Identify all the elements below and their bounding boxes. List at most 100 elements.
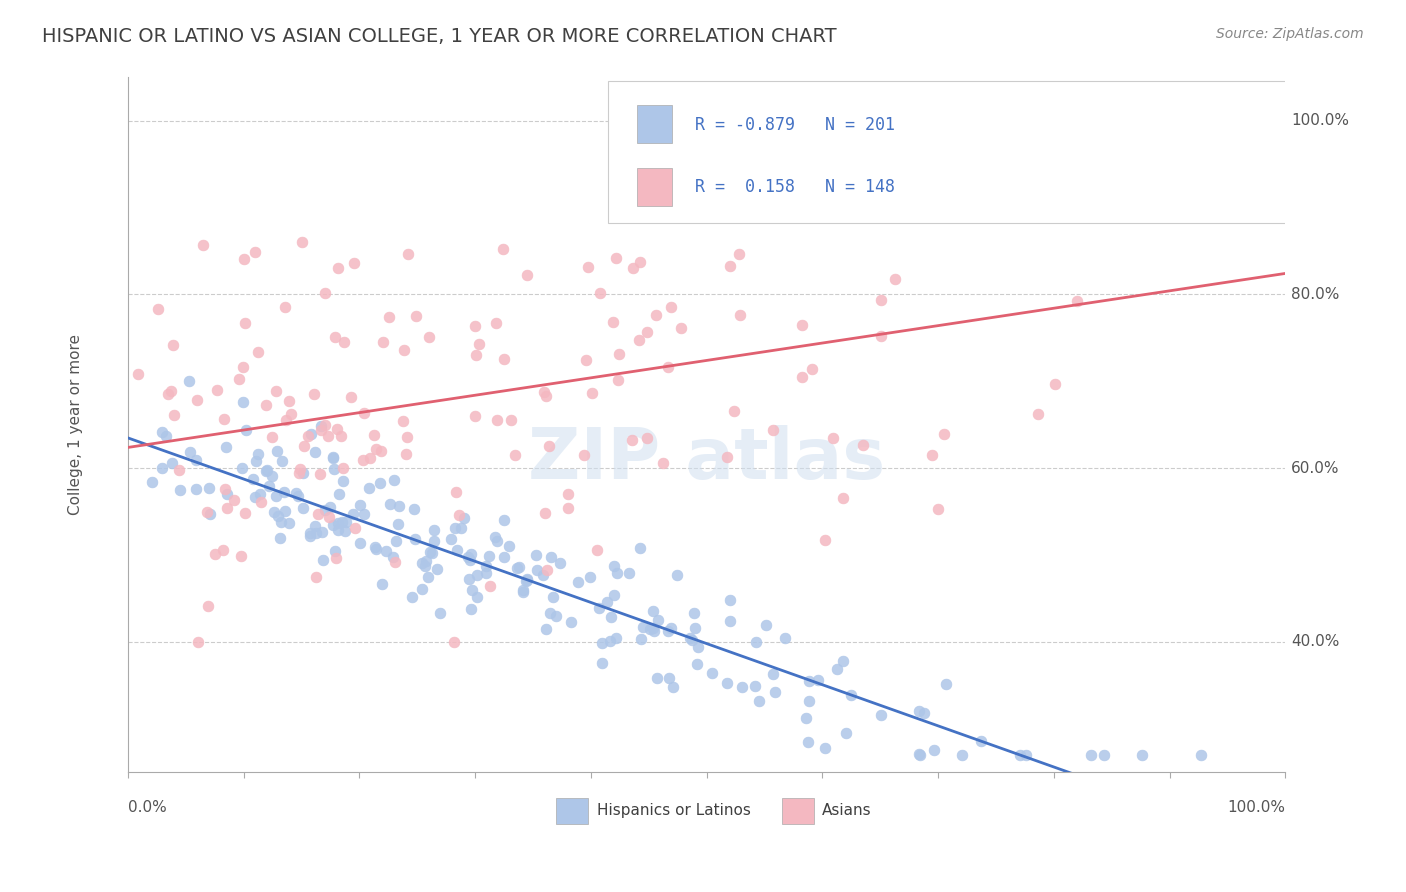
Point [908, 747, 931, 762]
Point [716, 450, 738, 464]
Point [796, 735, 818, 749]
Point [314, 418, 336, 433]
Point [278, 516, 301, 531]
Point [524, 548, 547, 562]
Point [267, 509, 290, 524]
Point [540, 549, 562, 564]
Point [266, 443, 288, 458]
Point [353, 406, 375, 420]
Point [465, 567, 488, 582]
Point [460, 547, 482, 561]
Point [602, 315, 624, 329]
Point [374, 544, 396, 558]
Point [316, 429, 339, 443]
Point [605, 631, 627, 645]
Point [323, 330, 346, 344]
Point [163, 408, 186, 422]
Point [464, 348, 486, 362]
Point [852, 438, 875, 452]
Point [884, 272, 907, 286]
Point [641, 604, 664, 618]
Point [685, 621, 707, 635]
Point [157, 386, 180, 401]
Point [273, 485, 295, 500]
Point [304, 518, 326, 533]
Point [1043, 376, 1066, 391]
Point [910, 747, 932, 762]
Point [378, 496, 401, 510]
Point [494, 513, 516, 527]
Point [205, 384, 228, 398]
Point [263, 505, 285, 519]
Point [184, 452, 207, 467]
Point [683, 606, 706, 620]
Point [718, 592, 741, 607]
Point [728, 247, 751, 261]
Point [233, 252, 256, 266]
Text: 100.0%: 100.0% [1291, 113, 1350, 128]
Point [654, 114, 676, 128]
Point [243, 245, 266, 260]
Point [292, 440, 315, 454]
Point [501, 413, 523, 427]
Point [322, 450, 344, 465]
Point [291, 235, 314, 250]
Point [621, 261, 644, 276]
Text: 100.0%: 100.0% [1227, 800, 1285, 814]
Point [716, 675, 738, 690]
Point [187, 634, 209, 648]
Point [512, 583, 534, 598]
Point [825, 662, 848, 676]
Point [700, 665, 723, 680]
Point [349, 536, 371, 550]
Point [249, 487, 271, 501]
Point [498, 539, 520, 553]
Point [870, 293, 893, 307]
Point [515, 574, 537, 589]
Point [512, 585, 534, 599]
FancyBboxPatch shape [557, 797, 589, 824]
Point [755, 618, 778, 632]
Point [474, 566, 496, 580]
Point [419, 545, 441, 559]
Point [340, 390, 363, 404]
Point [363, 427, 385, 442]
Point [761, 423, 783, 437]
Point [309, 423, 332, 437]
Point [302, 387, 325, 401]
Point [567, 575, 589, 590]
Point [1029, 128, 1052, 143]
Point [318, 509, 340, 524]
Text: 40.0%: 40.0% [1291, 634, 1340, 649]
Point [628, 541, 651, 555]
Point [384, 555, 406, 569]
Point [659, 621, 682, 635]
Point [718, 614, 741, 628]
Point [492, 242, 515, 256]
Point [536, 563, 558, 577]
Point [645, 671, 668, 685]
Point [198, 508, 221, 522]
Point [641, 622, 664, 636]
Point [127, 367, 149, 381]
Point [411, 582, 433, 596]
Point [231, 394, 253, 409]
Point [297, 429, 319, 443]
Point [245, 454, 267, 468]
Point [464, 409, 486, 423]
Point [332, 461, 354, 475]
Point [423, 523, 446, 537]
Point [920, 158, 942, 172]
Point [484, 530, 506, 544]
Point [599, 634, 621, 648]
Point [388, 500, 411, 514]
Point [595, 595, 617, 609]
Point [537, 439, 560, 453]
Point [548, 556, 571, 570]
Point [799, 673, 821, 688]
Point [1026, 407, 1049, 421]
Point [167, 463, 190, 477]
Point [228, 372, 250, 386]
Point [735, 200, 758, 214]
Point [665, 568, 688, 582]
